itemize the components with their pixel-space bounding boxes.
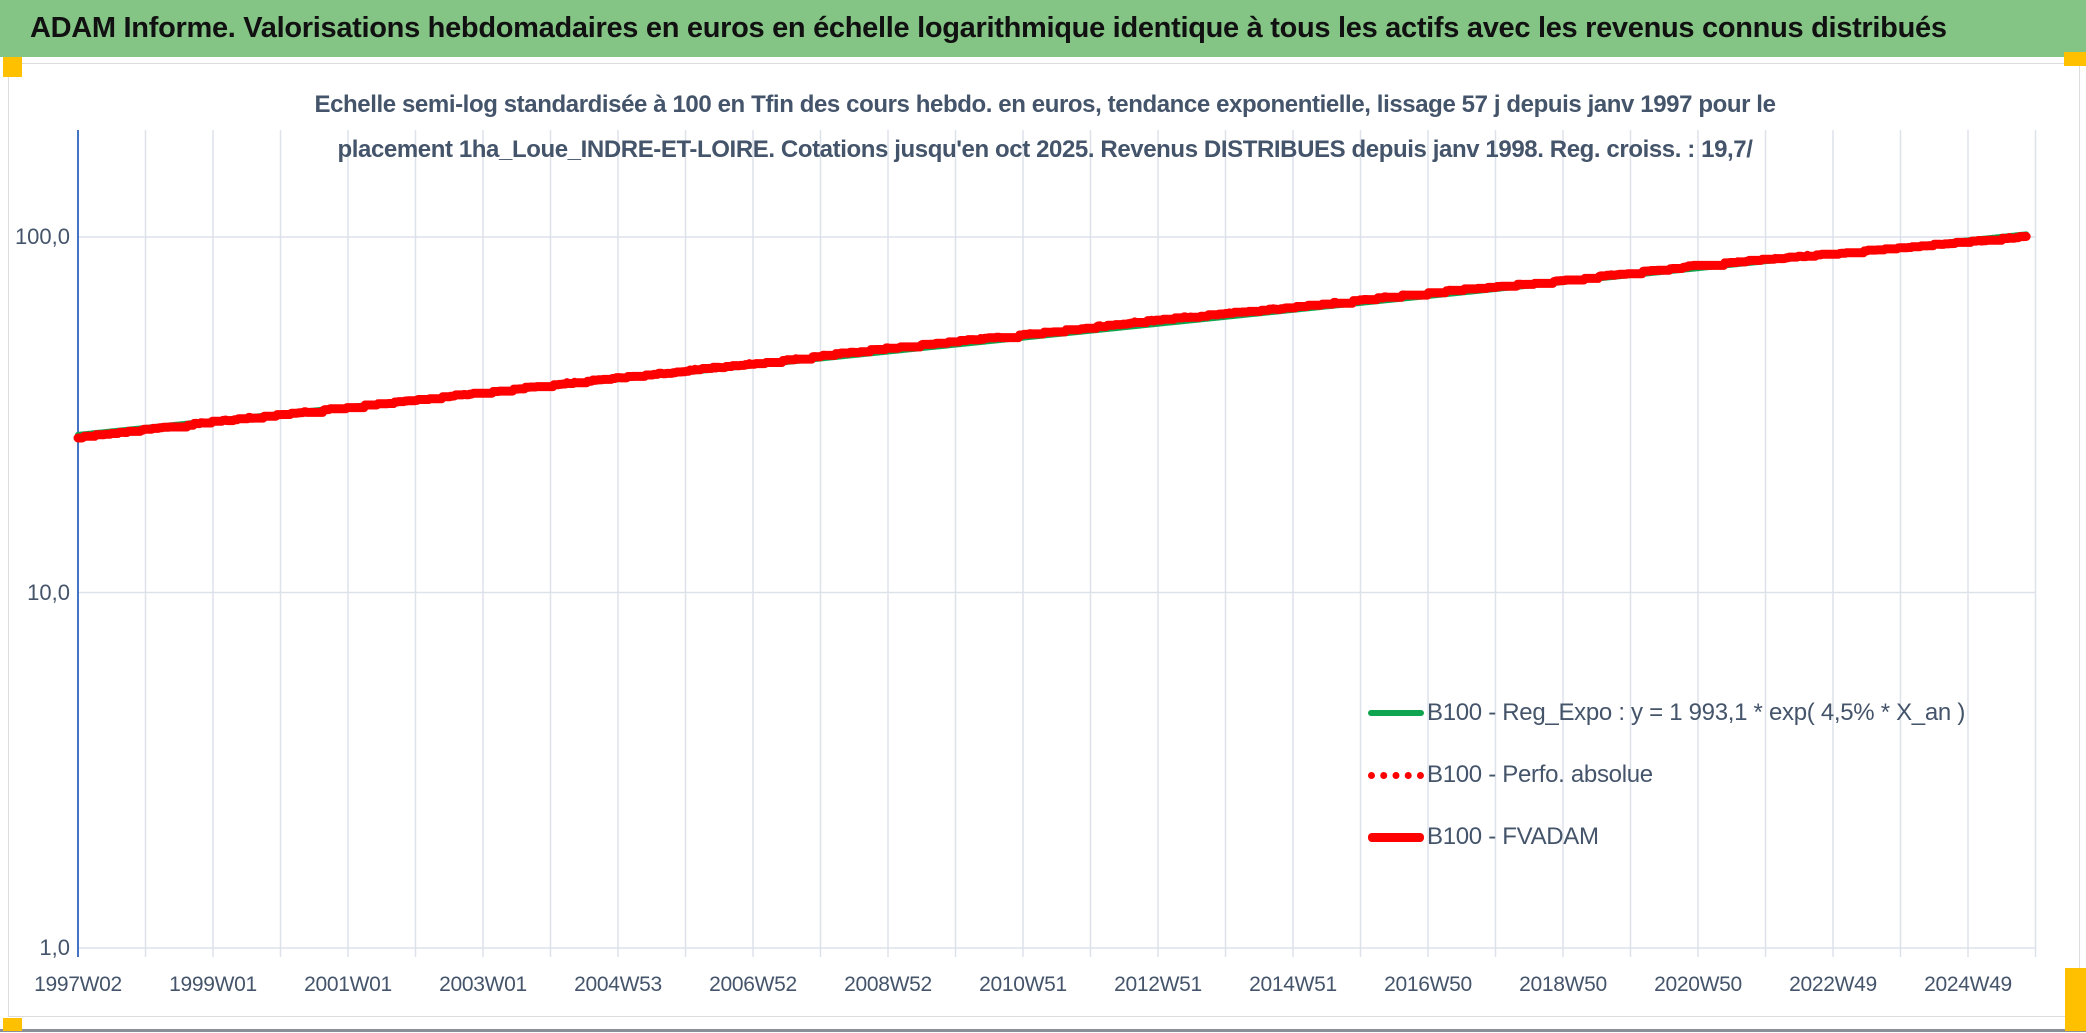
legend-swatch-red-solid bbox=[1368, 832, 1424, 842]
corner-accent-top-right bbox=[2064, 52, 2086, 66]
legend-item-fvadam[interactable]: B100 - FVADAM bbox=[1368, 806, 1965, 868]
legend-label-fvadam: B100 - FVADAM bbox=[1427, 823, 1599, 850]
corner-accent-top-left bbox=[3, 57, 22, 77]
x-axis-label: 1999W01 bbox=[169, 973, 257, 996]
x-axis-label: 1997W02 bbox=[34, 973, 122, 996]
corner-accent-bottom-left bbox=[3, 1018, 22, 1031]
x-axis-label: 2024W49 bbox=[1924, 973, 2012, 996]
x-axis-label: 2018W50 bbox=[1519, 973, 1607, 996]
x-axis-label: 2004W53 bbox=[574, 973, 662, 996]
x-axis-label: 2001W01 bbox=[304, 973, 392, 996]
header-title: ADAM Informe. Valorisations hebdomadaire… bbox=[30, 12, 1947, 44]
legend-swatch-red-dotted bbox=[1368, 771, 1424, 779]
legend-item-reg-expo[interactable]: B100 - Reg_Expo : y = 1 993,1 * exp( 4,5… bbox=[1368, 682, 1965, 744]
x-axis-label: 2012W51 bbox=[1114, 973, 1202, 996]
y-axis-label: 100,0 bbox=[14, 224, 70, 249]
x-axis-label: 2003W01 bbox=[439, 973, 527, 996]
legend-item-perfo-absolue[interactable]: B100 - Perfo. absolue bbox=[1368, 744, 1965, 806]
x-axis-label: 2014W51 bbox=[1249, 973, 1337, 996]
x-axis-label: 2020W50 bbox=[1654, 973, 1742, 996]
y-axis-label: 10,0 bbox=[27, 579, 70, 605]
x-axis-label: 2016W50 bbox=[1384, 973, 1472, 996]
chart-title-line2: placement 1ha_Loue_INDRE-ET-LOIRE. Cotat… bbox=[337, 136, 1753, 163]
x-axis-label: 2010W51 bbox=[979, 973, 1067, 996]
x-axis-label: 2006W52 bbox=[709, 973, 797, 996]
corner-accent-bottom-right bbox=[2065, 968, 2086, 1031]
series-fvadam-line bbox=[73, 232, 2031, 443]
sheet-bottom-border bbox=[0, 1029, 2086, 1032]
chart-title-line1: Echelle semi-log standardisée à 100 en T… bbox=[314, 91, 1776, 118]
legend-swatch-green-line bbox=[1368, 710, 1424, 716]
header-bar: ADAM Informe. Valorisations hebdomadaire… bbox=[0, 0, 2086, 57]
x-axis-label: 2008W52 bbox=[844, 973, 932, 996]
chart-title: Echelle semi-log standardisée à 100 en T… bbox=[60, 82, 2030, 172]
legend: B100 - Reg_Expo : y = 1 993,1 * exp( 4,5… bbox=[1368, 682, 1965, 868]
legend-label-perfo-absolue: B100 - Perfo. absolue bbox=[1427, 761, 1653, 788]
y-axis-label: 1,0 bbox=[39, 935, 70, 960]
chart-area[interactable] bbox=[8, 63, 2080, 1017]
legend-label-reg-expo: B100 - Reg_Expo : y = 1 993,1 * exp( 4,5… bbox=[1427, 699, 1966, 726]
x-axis-label: 2022W49 bbox=[1789, 973, 1877, 996]
